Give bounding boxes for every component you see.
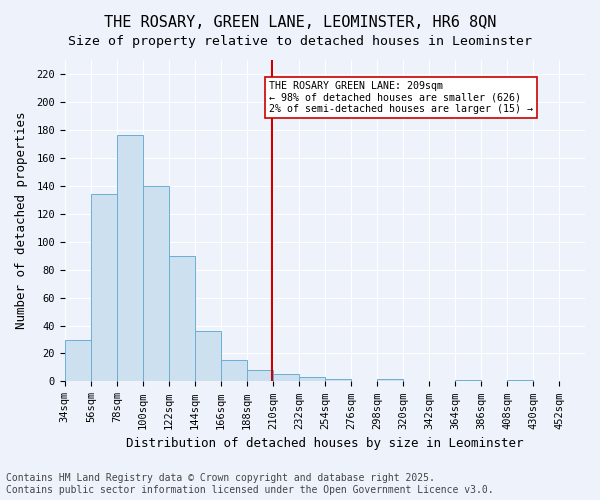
Bar [221, 360, 247, 382]
Bar [169, 256, 195, 382]
Bar [377, 378, 403, 382]
Bar [117, 136, 143, 382]
X-axis label: Distribution of detached houses by size in Leominster: Distribution of detached houses by size … [126, 437, 524, 450]
Bar [65, 340, 91, 382]
Bar [455, 380, 481, 382]
Bar [195, 331, 221, 382]
Text: Size of property relative to detached houses in Leominster: Size of property relative to detached ho… [68, 35, 532, 48]
Bar [299, 378, 325, 382]
Text: THE ROSARY GREEN LANE: 209sqm
← 98% of detached houses are smaller (626)
2% of s: THE ROSARY GREEN LANE: 209sqm ← 98% of d… [269, 81, 533, 114]
Bar [247, 370, 273, 382]
Bar [273, 374, 299, 382]
Bar [91, 194, 117, 382]
Text: Contains HM Land Registry data © Crown copyright and database right 2025.
Contai: Contains HM Land Registry data © Crown c… [6, 474, 494, 495]
Bar [325, 378, 351, 382]
Bar [507, 380, 533, 382]
Text: THE ROSARY, GREEN LANE, LEOMINSTER, HR6 8QN: THE ROSARY, GREEN LANE, LEOMINSTER, HR6 … [104, 15, 496, 30]
Bar [585, 380, 600, 382]
Y-axis label: Number of detached properties: Number of detached properties [15, 112, 28, 330]
Bar [143, 186, 169, 382]
